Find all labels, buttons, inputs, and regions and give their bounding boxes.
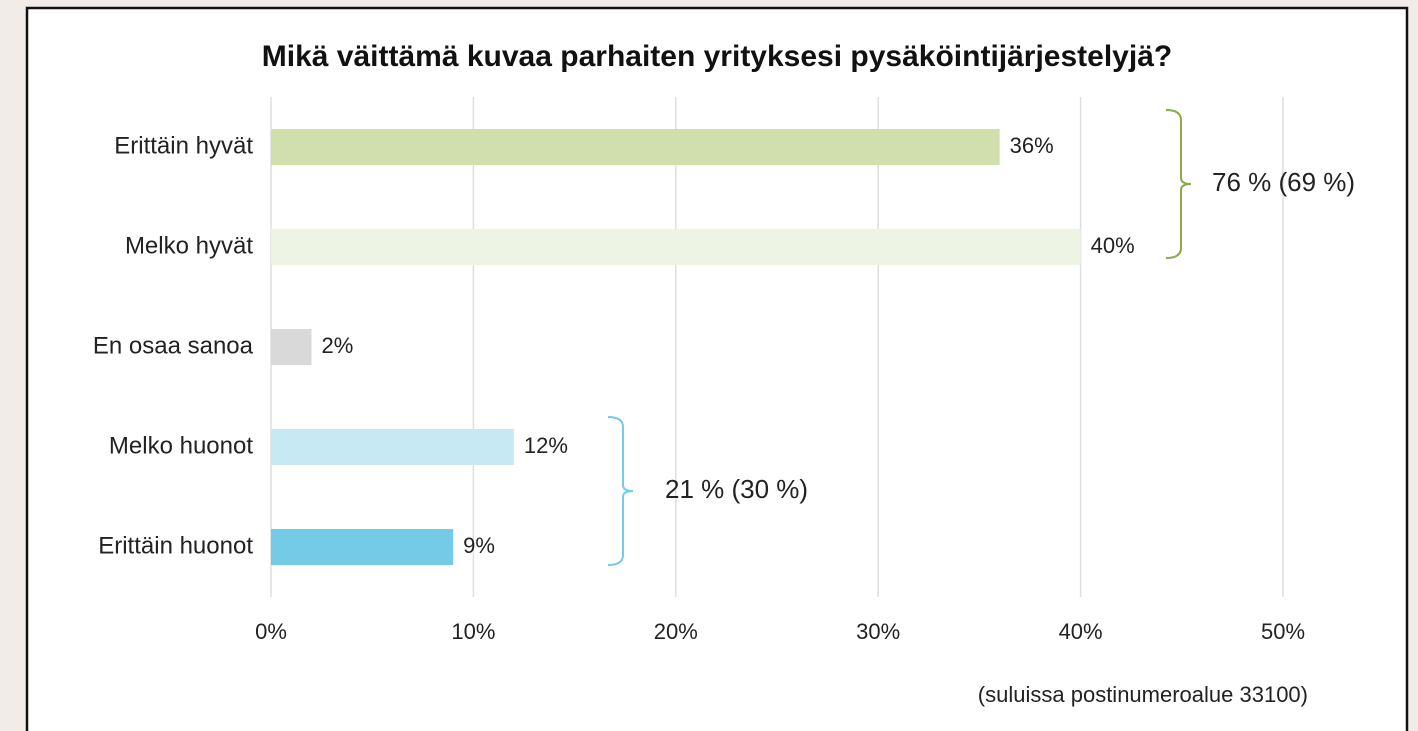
footnote: (suluissa postinumeroalue 33100): [978, 682, 1308, 707]
x-tick-label: 10%: [451, 619, 495, 644]
bracket: [1165, 109, 1192, 259]
chart-frame: [25, 6, 1409, 731]
x-tick-label: 20%: [654, 619, 698, 644]
bar: [271, 529, 454, 565]
value-label: 2%: [321, 333, 353, 358]
bar: [271, 329, 312, 365]
y-tick-label: Erittäin hyvät: [114, 132, 253, 159]
value-label: 12%: [524, 433, 568, 458]
y-tick-label: Melko huonot: [109, 432, 253, 459]
chart-title: Mikä väittämä kuvaa parhaiten yrityksesi…: [262, 40, 1172, 73]
bar: [271, 229, 1081, 265]
value-label: 9%: [463, 533, 495, 558]
annotation: 76 % (69 %): [1212, 167, 1355, 197]
x-tick-label: 0%: [255, 619, 287, 644]
bar: [271, 129, 1000, 165]
bar: [271, 429, 514, 465]
y-tick-label: En osaa sanoa: [93, 332, 254, 359]
x-tick-label: 50%: [1261, 619, 1305, 644]
y-tick-label: Erittäin huonot: [98, 532, 253, 559]
x-tick-label: 40%: [1059, 619, 1103, 644]
bracket: [607, 416, 634, 566]
value-label: 36%: [1010, 133, 1054, 158]
x-tick-label: 30%: [856, 619, 900, 644]
annotation: 21 % (30 %): [665, 474, 808, 504]
value-label: 40%: [1091, 233, 1135, 258]
y-tick-label: Melko hyvät: [125, 232, 253, 259]
